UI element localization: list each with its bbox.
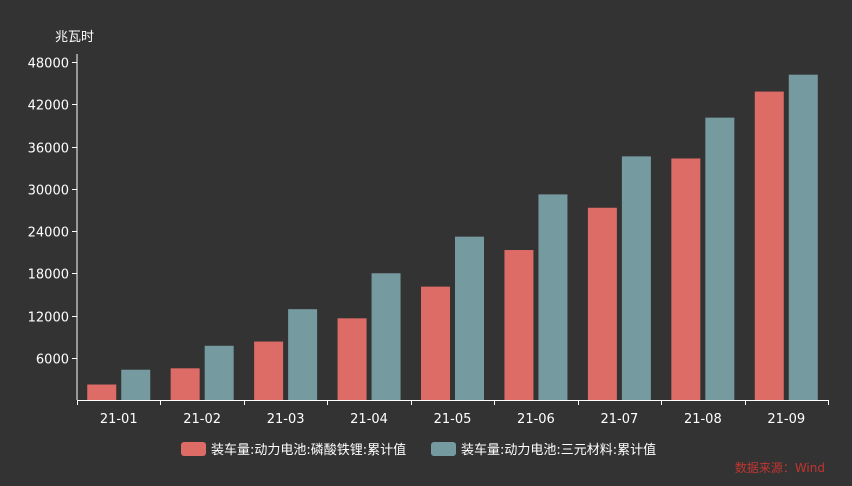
bar-ncm[interactable] [538, 194, 568, 400]
y-tick-label: 12000 [28, 311, 69, 326]
x-tick-label: 21-09 [767, 412, 805, 427]
x-tick-label: 21-06 [517, 412, 555, 427]
y-tick-label: 48000 [28, 57, 69, 72]
bar-ncm[interactable] [455, 236, 484, 400]
legend[interactable]: 装车量:动力电池:磷酸铁锂:累计值 装车量:动力电池:三元材料:累计值 [181, 442, 656, 458]
legend-swatch-lfp[interactable] [181, 442, 206, 456]
legend-label-lfp[interactable]: 装车量:动力电池:磷酸铁锂:累计值 [211, 442, 406, 458]
bar-ncm[interactable] [705, 117, 735, 401]
y-axis: 6000 12000 18000 24000 30000 36000 42000 48000 [28, 54, 78, 400]
legend-swatch-ncm[interactable] [431, 442, 456, 456]
x-tick-label: 21-01 [100, 412, 138, 427]
x-tick-label: 21-08 [684, 412, 722, 427]
y-tick-label: 36000 [28, 142, 69, 157]
y-tick-label: 30000 [28, 184, 69, 199]
y-tick-label: 42000 [28, 99, 69, 114]
bar-ncm[interactable] [371, 273, 401, 400]
bar-ncm[interactable] [288, 309, 318, 400]
bars [87, 74, 818, 401]
bar-lfp[interactable] [504, 250, 534, 400]
bar-ncm[interactable] [788, 74, 818, 401]
bar-lfp[interactable] [671, 158, 701, 400]
bar-lfp[interactable] [337, 318, 367, 400]
bar-ncm[interactable] [121, 369, 151, 400]
x-tick-label: 21-04 [350, 412, 388, 427]
data-source-note: 数据来源：Wind [735, 460, 825, 475]
y-axis-unit-label: 兆瓦时 [55, 30, 94, 45]
x-tick-label: 21-03 [267, 412, 305, 427]
y-tick-label: 24000 [28, 226, 69, 241]
y-tick-label: 6000 [36, 353, 69, 368]
x-tick-label: 21-05 [434, 412, 472, 427]
bar-ncm[interactable] [204, 345, 234, 400]
x-axis: 21-01 21-02 21-03 21-04 21-05 21-06 21-07 21-08… [77, 400, 829, 427]
bar-lfp[interactable] [754, 91, 784, 400]
legend-label-ncm[interactable]: 装车量:动力电池:三元材料:累计值 [461, 442, 656, 458]
y-tick-label: 18000 [28, 268, 69, 283]
x-tick-label: 21-02 [183, 412, 221, 427]
bar-ncm[interactable] [621, 156, 651, 400]
bar-lfp[interactable] [170, 368, 200, 400]
bar-lfp[interactable] [87, 384, 117, 400]
bar-lfp[interactable] [254, 341, 284, 400]
bar-lfp[interactable] [421, 286, 450, 400]
x-tick-label: 21-07 [600, 412, 638, 427]
bar-lfp[interactable] [587, 207, 617, 400]
